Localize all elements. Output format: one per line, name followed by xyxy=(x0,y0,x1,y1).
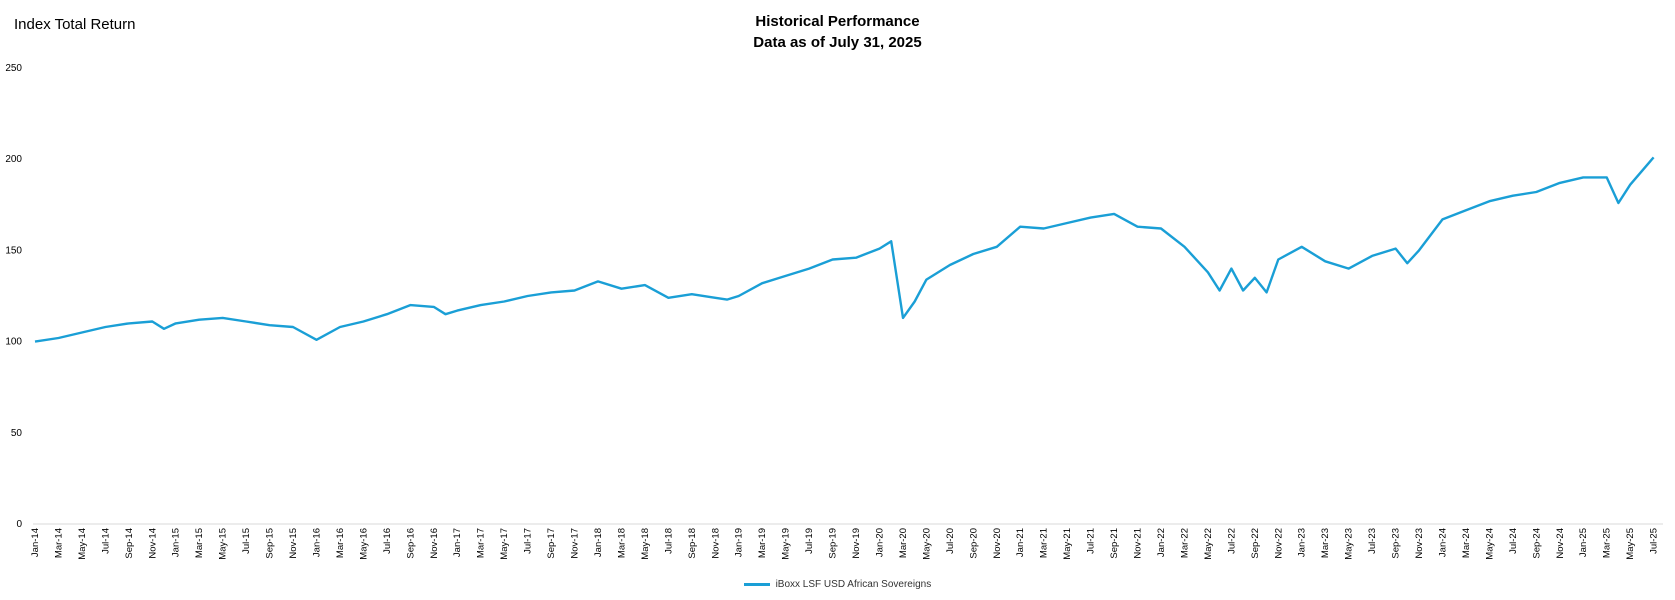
x-tick-label: Nov-20 xyxy=(992,528,1003,559)
x-tick-label: Sep-17 xyxy=(546,528,557,559)
x-tick-label: Mar-18 xyxy=(616,528,627,558)
x-tick-label: Nov-23 xyxy=(1414,528,1425,559)
x-tick-label: Jul-15 xyxy=(241,528,252,554)
x-tick-label: Mar-14 xyxy=(53,528,64,558)
x-tick-label: Sep-19 xyxy=(828,528,839,559)
x-tick-label: May-24 xyxy=(1484,528,1495,560)
x-tick-label: Jan-22 xyxy=(1156,528,1167,557)
legend-label: iBoxx LSF USD African Sovereigns xyxy=(775,579,932,590)
x-tick-label: Sep-21 xyxy=(1109,528,1120,559)
x-tick-label: Jan-15 xyxy=(171,528,182,557)
x-tick-label: May-22 xyxy=(1203,528,1214,560)
legend-swatch xyxy=(743,582,770,586)
chart-subtitle: Data as of July 31, 2025 xyxy=(753,34,922,51)
x-tick-label: May-19 xyxy=(781,528,792,560)
x-tick-label: Jul-20 xyxy=(945,528,956,554)
x-tick-label: Sep-14 xyxy=(124,528,135,559)
x-tick-label: Mar-17 xyxy=(476,528,487,558)
x-tick-label: Nov-15 xyxy=(288,528,299,559)
x-tick-label: Mar-25 xyxy=(1602,528,1613,558)
x-tick-label: May-23 xyxy=(1344,528,1355,560)
x-tick-label: Mar-21 xyxy=(1039,528,1050,558)
x-tick-label: May-14 xyxy=(77,528,88,560)
y-tick-label: 200 xyxy=(5,154,22,165)
x-tick-label: Jul-22 xyxy=(1226,528,1237,554)
x-tick-label: Mar-23 xyxy=(1320,528,1331,558)
x-tick-label: May-17 xyxy=(499,528,510,560)
x-tick-label: Mar-19 xyxy=(757,528,768,558)
y-tick-label: 100 xyxy=(5,337,22,348)
x-tick-label: Jan-25 xyxy=(1578,528,1589,557)
x-tick-label: Nov-19 xyxy=(851,528,862,559)
x-tick-label: May-16 xyxy=(358,528,369,560)
x-tick-label: Jul-25 xyxy=(1649,528,1660,554)
x-tick-label: Jul-23 xyxy=(1367,528,1378,554)
chart-title: Historical Performance xyxy=(755,13,920,30)
series-line xyxy=(34,156,1655,343)
x-tick-label: Mar-20 xyxy=(898,528,909,558)
legend: iBoxx LSF USD African Sovereigns xyxy=(0,579,1675,590)
x-tick-label: Sep-18 xyxy=(687,528,698,559)
x-tick-label: Jan-18 xyxy=(593,528,604,557)
x-tick-label: Jul-14 xyxy=(100,528,111,554)
x-tick-label: Nov-22 xyxy=(1273,528,1284,559)
x-tick-label: Jan-14 xyxy=(30,528,41,557)
x-tick-label: Jul-19 xyxy=(804,528,815,554)
x-tick-label: Sep-16 xyxy=(405,528,416,559)
x-tick-label: May-15 xyxy=(218,528,229,560)
y-axis-title: Index Total Return xyxy=(14,16,136,33)
x-tick-label: Nov-24 xyxy=(1555,528,1566,559)
x-tick-label: Nov-17 xyxy=(570,528,581,559)
y-tick-label: 150 xyxy=(5,245,22,256)
x-tick-label: Mar-15 xyxy=(194,528,205,558)
x-tick-label: May-18 xyxy=(640,528,651,560)
x-tick-label: Jul-18 xyxy=(663,528,674,554)
x-tick-label: May-20 xyxy=(921,528,932,560)
x-tick-label: Jan-21 xyxy=(1015,528,1026,557)
x-tick-label: May-25 xyxy=(1625,528,1636,560)
x-tick-label: Jul-21 xyxy=(1086,528,1097,554)
y-tick-label: 0 xyxy=(16,519,22,530)
x-axis-ticks: Jan-14 Mar-14 May-14 Jul-14 Sep-14 Nov-14 Jan-… xyxy=(30,528,1660,560)
y-tick-label: 50 xyxy=(11,428,23,439)
x-tick-label: Jan-24 xyxy=(1437,528,1448,557)
chart-title-block: Historical Performance Data as of July 3… xyxy=(0,11,1675,53)
x-tick-label: Sep-24 xyxy=(1531,528,1542,559)
x-tick-label: Jan-17 xyxy=(452,528,463,557)
y-axis-ticks: 0 50 100 150 200 250 xyxy=(5,63,22,530)
x-tick-label: Jul-16 xyxy=(382,528,393,554)
x-tick-label: Mar-24 xyxy=(1461,528,1472,558)
x-tick-label: Nov-21 xyxy=(1133,528,1144,559)
x-tick-label: May-21 xyxy=(1062,528,1073,560)
x-tick-label: Jan-23 xyxy=(1297,528,1308,557)
x-tick-label: Jan-16 xyxy=(311,528,322,557)
x-tick-label: Jan-20 xyxy=(874,528,885,557)
x-tick-label: Mar-22 xyxy=(1179,528,1190,558)
x-tick-label: Nov-14 xyxy=(147,528,158,559)
x-tick-label: Nov-18 xyxy=(710,528,721,559)
x-tick-label: Jan-19 xyxy=(734,528,745,557)
x-tick-label: Sep-22 xyxy=(1250,528,1261,559)
x-tick-label: Sep-20 xyxy=(968,528,979,559)
x-tick-label: Sep-23 xyxy=(1391,528,1402,559)
x-tick-label: Jul-17 xyxy=(523,528,534,554)
x-tick-label: Sep-15 xyxy=(265,528,276,559)
x-tick-label: Nov-16 xyxy=(429,528,440,559)
y-tick-label: 250 xyxy=(5,63,22,74)
x-tick-label: Mar-16 xyxy=(335,528,346,558)
x-tick-label: Jul-24 xyxy=(1508,528,1519,554)
